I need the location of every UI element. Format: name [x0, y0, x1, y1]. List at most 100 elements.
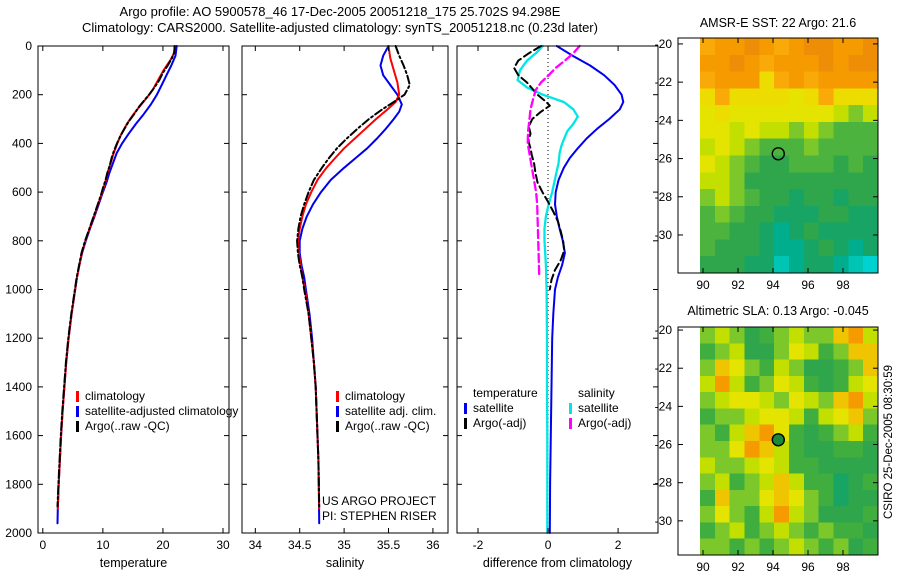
- heatmap-cell: [803, 239, 820, 257]
- heatmap-cell: [714, 222, 731, 240]
- heatmap-cell: [714, 88, 731, 106]
- heatmap-cell: [744, 189, 760, 207]
- heatmap-cell: [818, 424, 834, 442]
- heatmap-cell: [789, 239, 805, 257]
- legend-label: satellite: [578, 401, 619, 415]
- heatmap-cell: [774, 222, 790, 240]
- heatmap-cell: [803, 138, 820, 156]
- legend-item: climatology: [76, 389, 238, 404]
- heatmap-cell: [729, 327, 745, 344]
- heatmap-cell: [803, 392, 820, 409]
- heatmap-cell: [863, 359, 879, 377]
- heatmap-cell: [774, 205, 790, 224]
- heatmap-cell: [729, 54, 745, 73]
- heatmap-cell: [759, 172, 775, 190]
- heatmap-cell: [774, 189, 790, 207]
- x-tick-label: 35.5: [377, 538, 401, 552]
- heatmap-cell: [744, 256, 760, 274]
- heatmap-cell: [789, 392, 805, 409]
- heatmap-cell: [833, 343, 849, 361]
- heatmap-cell: [863, 239, 879, 257]
- heatmap-cell: [818, 172, 834, 190]
- heatmap-cell: [789, 375, 805, 393]
- heatmap-cell: [803, 408, 820, 426]
- heatmap-cell: [700, 424, 716, 442]
- x-tick-label: 90: [696, 560, 710, 574]
- heatmap-cell: [759, 522, 775, 540]
- heatmap-cell: [818, 105, 834, 123]
- x-tick-label: 0: [545, 538, 552, 552]
- heatmap-cell: [863, 54, 879, 73]
- heatmap-cell: [789, 343, 805, 361]
- heatmap-cell: [744, 392, 760, 409]
- heatmap-cell: [833, 239, 849, 257]
- heatmap-cell: [863, 38, 879, 56]
- series-path-argo-raw: [296, 45, 411, 508]
- heatmap-cell: [744, 105, 760, 123]
- heatmap-cell: [700, 375, 716, 393]
- heatmap-cell: [729, 441, 745, 458]
- heatmap-cell: [789, 256, 805, 274]
- heatmap-cell: [714, 105, 731, 123]
- heatmap-cell: [863, 205, 879, 224]
- heatmap-cell: [759, 506, 775, 523]
- heatmap-cell: [759, 489, 775, 507]
- heatmap-cell: [744, 205, 760, 224]
- heatmap-cell: [759, 71, 775, 89]
- heatmap-cell: [818, 506, 834, 523]
- heatmap-cell: [729, 256, 745, 274]
- heatmap-cell: [789, 105, 805, 123]
- y-tick-label: 200: [12, 88, 32, 102]
- legend-label: satellite adj. clim.: [345, 404, 437, 418]
- heatmap-cell: [789, 172, 805, 190]
- heatmap-cell: [759, 138, 775, 156]
- y-tick-label: 1000: [5, 283, 32, 297]
- heatmap-cell: [818, 71, 834, 89]
- heatmap-cell: [700, 239, 716, 257]
- heatmap-cell: [774, 256, 790, 274]
- heatmap-cell: [774, 239, 790, 257]
- legend-marker-sal-satellite: [569, 403, 573, 414]
- heatmap-cell: [818, 205, 834, 224]
- heatmap-cell: [744, 375, 760, 393]
- heatmap-cell: [833, 359, 849, 377]
- heatmap-cell: [848, 473, 864, 491]
- heatmap-cell: [774, 54, 790, 73]
- heatmap-cell: [863, 256, 879, 274]
- heatmap-cell: [759, 392, 775, 409]
- series-path-climatology: [56, 45, 176, 510]
- heatmap-cell: [848, 506, 864, 523]
- x-tick-label: 96: [801, 278, 815, 292]
- heatmap-cell: [744, 538, 760, 556]
- heatmap-cell: [803, 375, 820, 393]
- heatmap-cell: [759, 222, 775, 240]
- heatmap-cell: [729, 538, 745, 556]
- heatmap-cell: [863, 408, 879, 426]
- heatmap-cell: [714, 121, 731, 140]
- heatmap-cell: [803, 522, 820, 540]
- heatmap-cell: [714, 375, 731, 393]
- heatmap-cell: [789, 71, 805, 89]
- heatmap-cell: [700, 408, 716, 426]
- y-tick-label: -28: [655, 190, 673, 204]
- x-tick-label: 20: [156, 538, 170, 552]
- y-tick-label: -22: [655, 75, 673, 89]
- heatmap-cell: [863, 105, 879, 123]
- heatmap-cell: [803, 457, 820, 475]
- y-tick-label: 400: [12, 136, 32, 150]
- heatmap-cell: [818, 138, 834, 156]
- heatmap-cell: [863, 222, 879, 240]
- heatmap-cell: [789, 473, 805, 491]
- heatmap-cell: [700, 88, 716, 106]
- y-tick-label: 1800: [5, 477, 32, 491]
- heatmap-cell: [744, 473, 760, 491]
- heatmap-cell: [848, 71, 864, 89]
- heatmap-cell: [803, 473, 820, 491]
- heatmap-cell: [833, 408, 849, 426]
- x-tick-label: 0: [39, 538, 46, 552]
- heatmap-cell: [700, 343, 716, 361]
- heatmap-cell: [833, 538, 849, 556]
- heatmap-cell: [744, 239, 760, 257]
- heatmap-cell: [848, 424, 864, 442]
- heatmap-cell: [818, 408, 834, 426]
